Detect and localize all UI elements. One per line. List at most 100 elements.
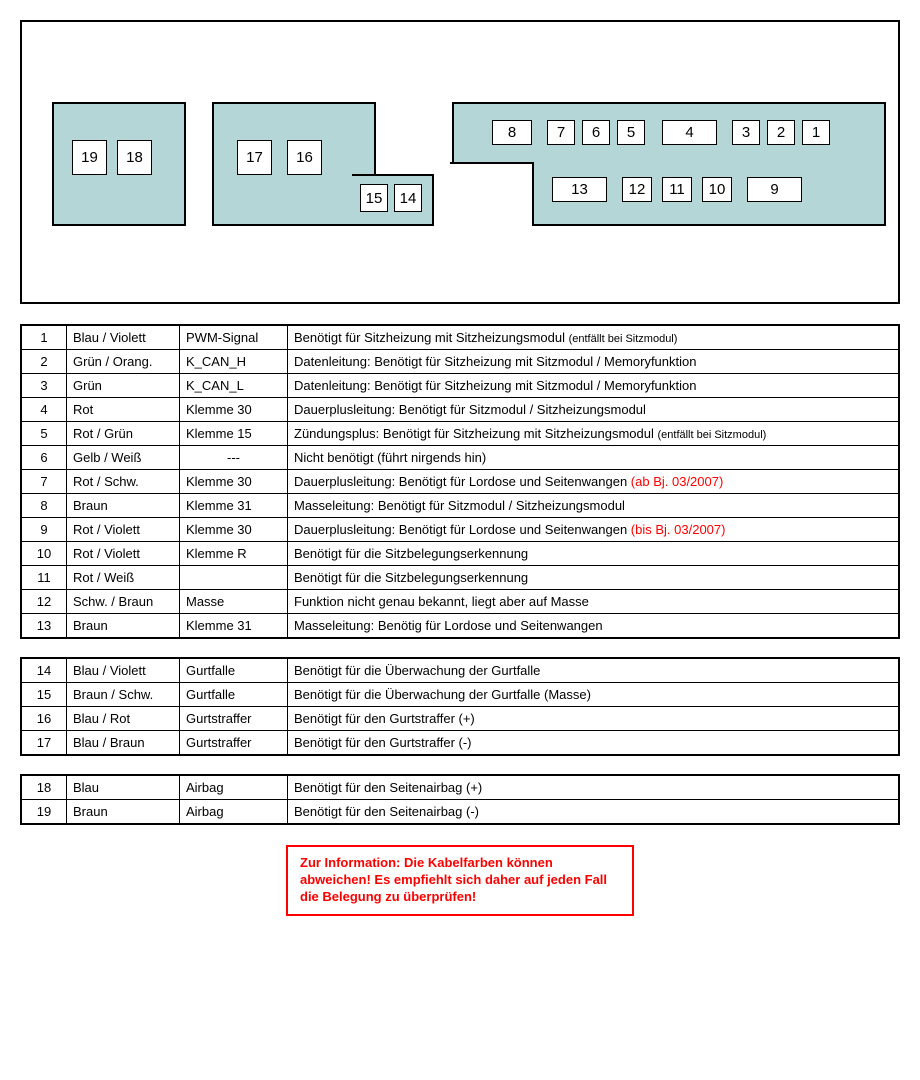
cell-desc: Benötigt für die Sitzbelegungserkennung: [288, 542, 900, 566]
cell-num: 14: [21, 658, 67, 683]
cell-color: Rot / Weiß: [67, 566, 180, 590]
cell-color: Blau / Braun: [67, 731, 180, 756]
table-row: 3GrünK_CAN_LDatenleitung: Benötigt für S…: [21, 374, 899, 398]
cell-desc: Masseleitung: Benötigt für Sitzmodul / S…: [288, 494, 900, 518]
pin-14: 14: [394, 184, 422, 212]
pin-11: 11: [662, 177, 692, 202]
pin-2: 2: [767, 120, 795, 145]
cell-signal: Klemme 30: [180, 518, 288, 542]
cell-desc: Benötigt für die Überwachung der Gurtfal…: [288, 683, 900, 707]
pin-table-2: 14Blau / ViolettGurtfalleBenötigt für di…: [20, 657, 900, 756]
pin-1: 1: [802, 120, 830, 145]
table-row: 12Schw. / BraunMasseFunktion nicht genau…: [21, 590, 899, 614]
cell-signal: Klemme 31: [180, 614, 288, 639]
cell-num: 11: [21, 566, 67, 590]
cell-num: 12: [21, 590, 67, 614]
cell-color: Gelb / Weiß: [67, 446, 180, 470]
pin-16: 16: [287, 140, 322, 175]
cell-color: Braun: [67, 494, 180, 518]
table-row: 5Rot / GrünKlemme 15Zündungsplus: Benöti…: [21, 422, 899, 446]
cell-num: 1: [21, 325, 67, 350]
cell-num: 19: [21, 800, 67, 825]
pin-table-1: 1Blau / ViolettPWM-SignalBenötigt für Si…: [20, 324, 900, 639]
pin-9: 9: [747, 177, 802, 202]
pin-15: 15: [360, 184, 388, 212]
cell-color: Blau / Violett: [67, 658, 180, 683]
cell-color: Grün / Orang.: [67, 350, 180, 374]
pin-12: 12: [622, 177, 652, 202]
table-row: 13BraunKlemme 31Masseleitung: Benötig fü…: [21, 614, 899, 639]
cell-num: 10: [21, 542, 67, 566]
cell-num: 8: [21, 494, 67, 518]
pin-17: 17: [237, 140, 272, 175]
cell-color: Rot / Schw.: [67, 470, 180, 494]
cell-color: Rot / Grün: [67, 422, 180, 446]
table-row: 17Blau / BraunGurtstrafferBenötigt für d…: [21, 731, 899, 756]
cell-color: Braun: [67, 614, 180, 639]
cell-signal: Masse: [180, 590, 288, 614]
table-row: 9Rot / ViolettKlemme 30Dauerplusleitung:…: [21, 518, 899, 542]
cell-desc: Benötigt für den Seitenairbag (+): [288, 775, 900, 800]
cell-num: 4: [21, 398, 67, 422]
cell-signal: Airbag: [180, 800, 288, 825]
table-row: 8BraunKlemme 31Masseleitung: Benötigt fü…: [21, 494, 899, 518]
cell-color: Rot: [67, 398, 180, 422]
cell-signal: Airbag: [180, 775, 288, 800]
pin-8: 8: [492, 120, 532, 145]
cell-signal: ---: [180, 446, 288, 470]
cell-color: Schw. / Braun: [67, 590, 180, 614]
cell-desc: Funktion nicht genau bekannt, liegt aber…: [288, 590, 900, 614]
cell-signal: Gurtstraffer: [180, 707, 288, 731]
cell-num: 5: [21, 422, 67, 446]
table-row: 1Blau / ViolettPWM-SignalBenötigt für Si…: [21, 325, 899, 350]
cell-signal: Gurtfalle: [180, 658, 288, 683]
cell-color: Grün: [67, 374, 180, 398]
cell-signal: K_CAN_H: [180, 350, 288, 374]
cell-signal: Klemme R: [180, 542, 288, 566]
pin-5: 5: [617, 120, 645, 145]
cell-color: Rot / Violett: [67, 518, 180, 542]
table-row: 7Rot / Schw.Klemme 30Dauerplusleitung: B…: [21, 470, 899, 494]
cell-signal: Gurtstraffer: [180, 731, 288, 756]
cell-num: 9: [21, 518, 67, 542]
table-row: 6Gelb / Weiß---Nicht benötigt (führt nir…: [21, 446, 899, 470]
cell-desc: Datenleitung: Benötigt für Sitzheizung m…: [288, 350, 900, 374]
table-row: 18BlauAirbagBenötigt für den Seitenairba…: [21, 775, 899, 800]
cell-num: 18: [21, 775, 67, 800]
cell-color: Rot / Violett: [67, 542, 180, 566]
pin-13: 13: [552, 177, 607, 202]
pin-10: 10: [702, 177, 732, 202]
cell-num: 2: [21, 350, 67, 374]
pin-6: 6: [582, 120, 610, 145]
connector-diagram: 19181716151487654321131211109: [20, 20, 900, 304]
table-row: 19BraunAirbagBenötigt für den Seitenairb…: [21, 800, 899, 825]
cell-num: 13: [21, 614, 67, 639]
cell-desc: Datenleitung: Benötigt für Sitzheizung m…: [288, 374, 900, 398]
cell-desc: Benötigt für den Seitenairbag (-): [288, 800, 900, 825]
cell-desc: Dauerplusleitung: Benötigt für Sitzmodul…: [288, 398, 900, 422]
pin-4: 4: [662, 120, 717, 145]
cell-num: 7: [21, 470, 67, 494]
table-row: 10Rot / ViolettKlemme RBenötigt für die …: [21, 542, 899, 566]
table-row: 4RotKlemme 30Dauerplusleitung: Benötigt …: [21, 398, 899, 422]
pin-table-3: 18BlauAirbagBenötigt für den Seitenairba…: [20, 774, 900, 825]
cell-signal: Klemme 30: [180, 398, 288, 422]
cell-signal: Gurtfalle: [180, 683, 288, 707]
cell-color: Braun: [67, 800, 180, 825]
cell-num: 16: [21, 707, 67, 731]
cell-num: 15: [21, 683, 67, 707]
cell-desc: Benötigt für Sitzheizung mit Sitzheizung…: [288, 325, 900, 350]
info-warning-box: Zur Information: Die Kabelfarben können …: [286, 845, 634, 916]
cell-desc: Benötigt für die Überwachung der Gurtfal…: [288, 658, 900, 683]
cell-desc: Zündungsplus: Benötigt für Sitzheizung m…: [288, 422, 900, 446]
cell-desc: Nicht benötigt (führt nirgends hin): [288, 446, 900, 470]
cell-signal: Klemme 31: [180, 494, 288, 518]
cell-desc: Dauerplusleitung: Benötigt für Lordose u…: [288, 518, 900, 542]
table-row: 15Braun / Schw.GurtfalleBenötigt für die…: [21, 683, 899, 707]
cell-desc: Masseleitung: Benötig für Lordose und Se…: [288, 614, 900, 639]
cell-signal: Klemme 15: [180, 422, 288, 446]
table-row: 14Blau / ViolettGurtfalleBenötigt für di…: [21, 658, 899, 683]
cell-desc: Dauerplusleitung: Benötigt für Lordose u…: [288, 470, 900, 494]
cell-desc: Benötigt für die Sitzbelegungserkennung: [288, 566, 900, 590]
cell-signal: PWM-Signal: [180, 325, 288, 350]
